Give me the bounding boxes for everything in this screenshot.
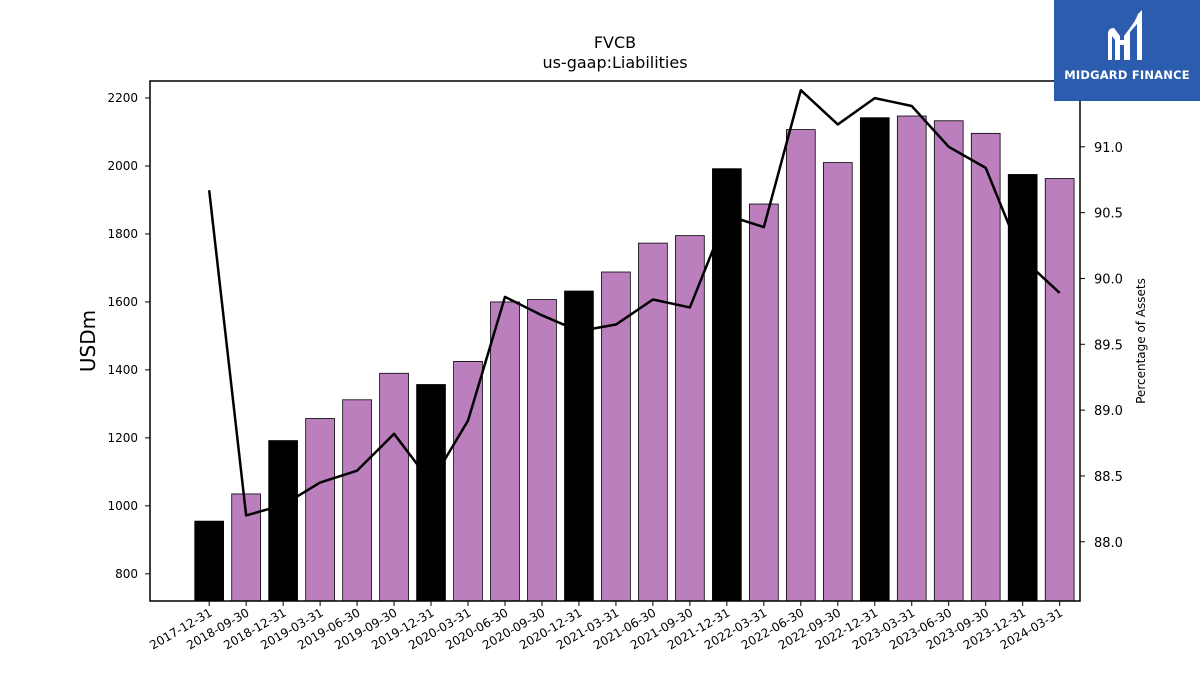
y2-tick-label: 90.0 — [1094, 272, 1123, 287]
y2-tick-label: 91.0 — [1094, 141, 1123, 156]
x-axis: 2017-12-312018-09-302018-12-312019-03-31… — [147, 601, 1065, 652]
y-tick-label: 1800 — [107, 227, 138, 241]
left-axis: 800 1000 1200 1400 1600 1800 2000 2200 — [107, 91, 150, 581]
bar-2020-12-31 — [564, 290, 594, 602]
bar-2023-09-30 — [970, 132, 1001, 602]
logo-glyph-bar — [1120, 40, 1124, 45]
bar-2023-03-31 — [896, 115, 927, 602]
chart-title: FVCB — [594, 33, 636, 52]
bar-2022-06-30 — [785, 129, 816, 602]
brand-logo: MIDGARD FINANCE — [1054, 0, 1200, 101]
bar-2021-09-30 — [675, 235, 705, 602]
bar-2021-12-31 — [712, 168, 742, 602]
y-axis-label: USDm — [76, 310, 100, 372]
y-tick-label: 2000 — [107, 159, 138, 173]
line-layer — [207, 88, 1061, 517]
bar-2018-12-31 — [268, 440, 298, 602]
logo-glyph-icon — [1108, 28, 1120, 60]
y-tick-label: 800 — [115, 567, 138, 581]
y2-tick-label: 89.5 — [1094, 338, 1123, 353]
bar-2020-09-30 — [527, 299, 557, 602]
plot-frame — [149, 80, 1081, 602]
y2-axis-label: Percentage of Assets — [1134, 278, 1148, 404]
bar-2022-12-31 — [859, 117, 890, 602]
bar-2019-09-30 — [379, 372, 409, 602]
y2-tick-label: 88.0 — [1094, 536, 1123, 551]
y-tick-label: 1200 — [107, 431, 138, 445]
logo-mark-icon — [1054, 0, 1200, 101]
y-tick-label: 1600 — [107, 295, 138, 309]
bar-2024-03-31 — [1044, 178, 1075, 602]
logo-text: MIDGARD FINANCE — [1064, 68, 1190, 82]
bar-2023-12-31 — [1007, 174, 1038, 602]
y-tick-label: 1000 — [107, 499, 138, 513]
bar-2017-12-31 — [194, 520, 224, 602]
bars-group — [194, 115, 1075, 602]
bar-2020-03-31 — [453, 360, 483, 602]
bar-2020-06-30 — [490, 301, 520, 602]
bar-2023-06-30 — [933, 120, 964, 602]
percentage-line — [207, 88, 1061, 517]
y2-tick-label: 88.5 — [1094, 470, 1123, 485]
y2-tick-label: 89.0 — [1094, 404, 1123, 419]
bar-2022-09-30 — [822, 162, 853, 602]
bar-2019-12-31 — [416, 384, 446, 602]
bar-2022-03-31 — [749, 203, 779, 602]
y-tick-label: 1400 — [107, 363, 138, 377]
y2-tick-label: 90.5 — [1094, 207, 1123, 222]
chart-subtitle: us-gaap:Liabilities — [542, 53, 687, 72]
bar-2019-06-30 — [342, 399, 372, 602]
y-tick-label: 2200 — [107, 91, 138, 105]
logo-glyph-icon-2 — [1124, 10, 1142, 60]
bar-2021-03-31 — [601, 271, 631, 602]
bar-2019-03-31 — [305, 418, 335, 602]
right-axis: 88.0 88.5 89.0 89.5 90.0 90.5 91.0 — [1080, 141, 1123, 551]
bar-2021-06-30 — [638, 242, 668, 602]
